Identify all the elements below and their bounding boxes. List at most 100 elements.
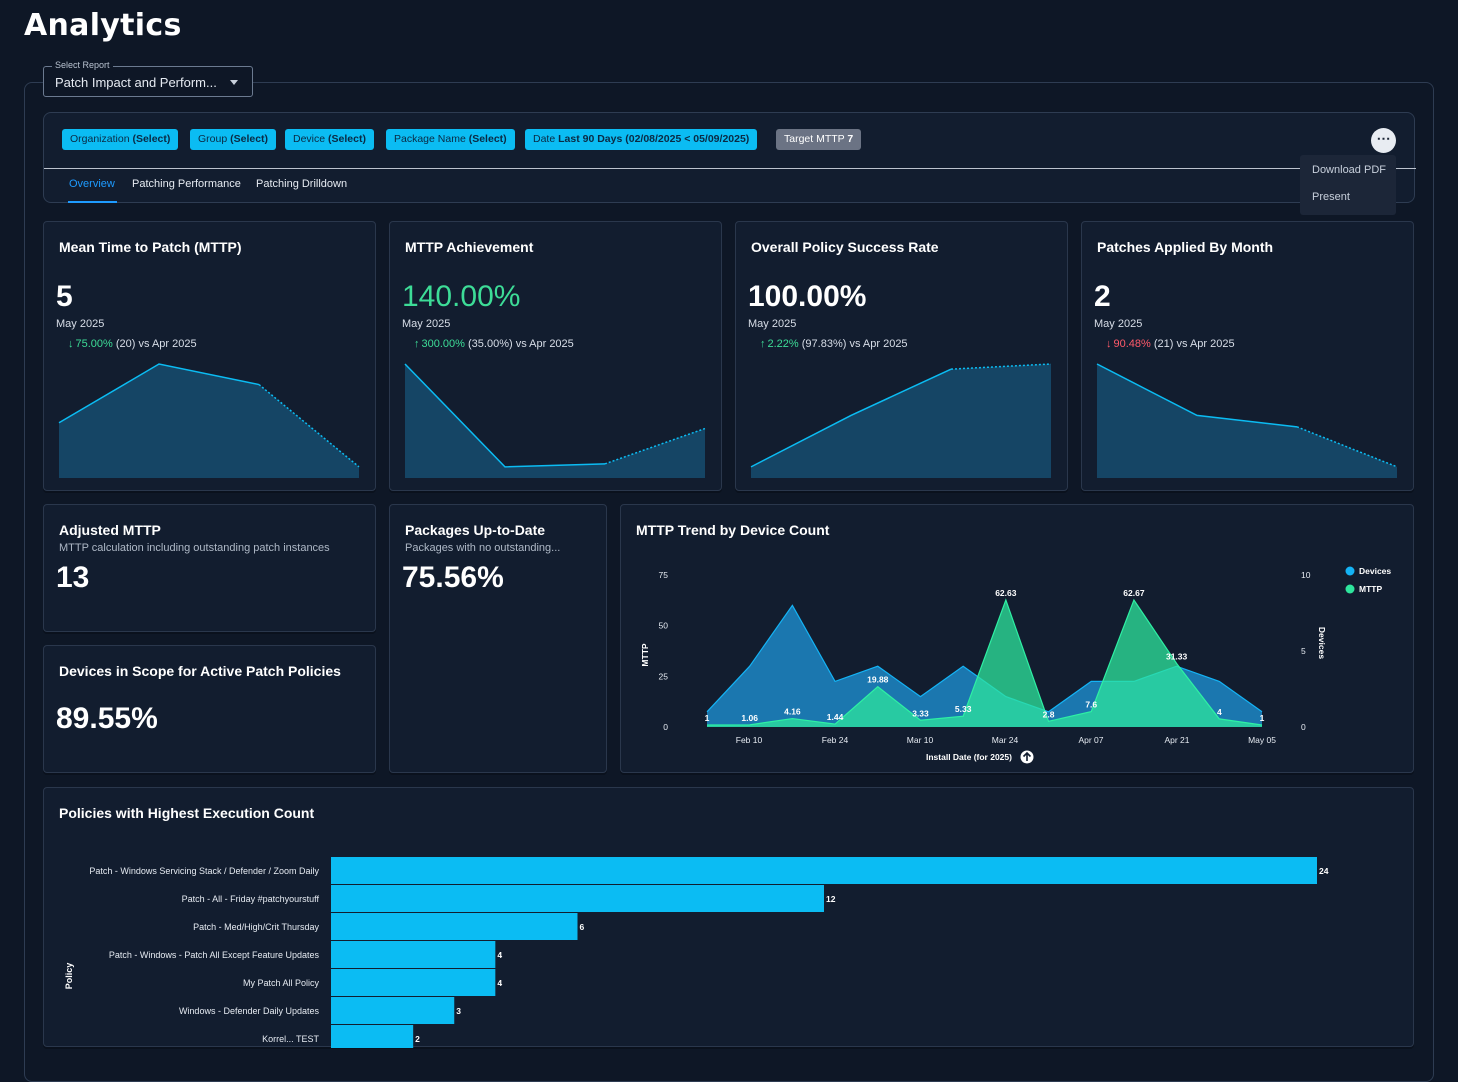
y-left-tick-label: 75 xyxy=(659,570,669,580)
kpi-period: May 2025 xyxy=(402,318,451,330)
policy-bar-value: 4 xyxy=(497,978,502,988)
kpi-delta-prev: (35.00%) vs Apr 2025 xyxy=(468,338,574,350)
kpi-card-patches-by-month: Patches Applied By Month 2 May 2025 ↓ 90.… xyxy=(1081,221,1414,491)
more-icon[interactable]: ⋯ xyxy=(1371,128,1396,153)
kpi-title: Mean Time to Patch (MTTP) xyxy=(59,239,242,255)
kpi-delta: ↓ 75.00% (20) vs Apr 2025 xyxy=(68,338,197,350)
sparkline-line xyxy=(404,363,606,468)
x-tick-label: Apr 07 xyxy=(1078,735,1103,745)
x-tick-label: Feb 24 xyxy=(822,735,849,745)
sparkline-area xyxy=(405,364,705,478)
sparkline-forecast-line xyxy=(1296,426,1398,468)
card-title: Policies with Highest Execution Count xyxy=(59,805,315,821)
mttp-line xyxy=(706,598,1263,726)
kpi-delta-prev: (20) vs Apr 2025 xyxy=(115,338,197,350)
card-title: MTTP Trend by Device Count xyxy=(636,522,830,538)
mttp-trend-chart: 1 1.06 4.16 1.44 19.88 3.33 5.33 62.63 2.8 7.6 62.… xyxy=(640,566,1391,764)
mttp-data-label: 4 xyxy=(1217,707,1222,717)
card-title: Devices in Scope for Active Patch Polici… xyxy=(59,663,341,679)
card-mttp-trend: MTTP Trend by Device Count 1 1.06 4.16 1.44… xyxy=(620,504,1414,773)
arrow-up-icon: ↑ xyxy=(414,338,420,350)
sparkline-line xyxy=(1096,363,1298,428)
y-right-tick-label: 0 xyxy=(1301,722,1306,732)
policy-bar xyxy=(331,857,1317,884)
card-value: 75.56% xyxy=(402,561,504,594)
tab-patching-drilldown[interactable]: Patching Drilldown xyxy=(256,178,348,190)
x-tick-label: Mar 24 xyxy=(992,735,1019,745)
kpi-delta-pct: 75.00% xyxy=(75,338,113,350)
menu-item-download-pdf[interactable]: Download PDF xyxy=(1312,164,1386,176)
kpi-delta: ↓ 90.48% (21) vs Apr 2025 xyxy=(1106,338,1235,350)
filter-chip-group[interactable]: Group (Select) xyxy=(190,129,277,150)
policy-category-label: Patch - Windows Servicing Stack / Defend… xyxy=(89,866,319,876)
tab-overview[interactable]: Overview xyxy=(69,178,115,190)
mttp-data-label: 62.67 xyxy=(1123,588,1145,598)
sparkline-forecast-line xyxy=(258,383,360,468)
kpi-title: MTTP Achievement xyxy=(405,239,534,255)
policy-bar-value: 24 xyxy=(1319,866,1329,876)
caret-down-icon xyxy=(230,80,238,85)
policy-bar xyxy=(331,1025,414,1048)
kpi-period: May 2025 xyxy=(748,318,797,330)
policy-category-label: Patch - All - Friday #patchyourstuff xyxy=(182,894,320,904)
kpi-period: May 2025 xyxy=(1094,318,1143,330)
x-tick-label: May 05 xyxy=(1248,735,1276,745)
y-left-axis-title: MTTP xyxy=(640,643,650,666)
card-adjusted-mttp: Adjusted MTTP MTTP calculation including… xyxy=(43,504,376,632)
card-subtitle: MTTP calculation including outstanding p… xyxy=(59,542,330,554)
card-title: Adjusted MTTP xyxy=(59,522,161,538)
tab-patching-performance[interactable]: Patching Performance xyxy=(132,178,241,190)
menu-item-present[interactable]: Present xyxy=(1312,191,1350,203)
mttp-data-label: 1.44 xyxy=(827,712,844,722)
filter-chip-date[interactable]: Date Last 90 Days (02/08/2025 < 05/09/20… xyxy=(525,129,758,150)
policy-category-label: Patch - Windows - Patch All Except Featu… xyxy=(109,950,320,960)
filter-chip-device[interactable]: Device (Select) xyxy=(285,129,374,150)
filter-chip-organization[interactable]: Organization (Select) xyxy=(62,129,179,150)
policy-bar xyxy=(331,885,824,912)
sparkline-line xyxy=(58,363,260,424)
mttp-data-label: 1 xyxy=(1260,713,1265,723)
kpi-delta-prev: (97.83%) vs Apr 2025 xyxy=(801,338,908,350)
kpi-delta: ↑ 300.00% (35.00%) vs Apr 2025 xyxy=(414,338,574,350)
mttp-data-label: 1 xyxy=(705,713,710,723)
y-right-axis-title: Devices xyxy=(1317,627,1327,659)
kpi-sparkline xyxy=(58,363,360,478)
card-packages-up-to-date: Packages Up-to-Date Packages with no out… xyxy=(389,504,607,773)
kpi-sparkline xyxy=(1096,363,1398,478)
y-left-tick-label: 25 xyxy=(659,671,669,681)
legend-marker xyxy=(1345,566,1355,576)
sparkline-forecast-line xyxy=(604,427,706,465)
filter-panel: Organization (Select) Group (Select) Dev… xyxy=(43,112,1416,203)
card-title: Packages Up-to-Date xyxy=(405,522,546,538)
card-value: 13 xyxy=(56,561,90,594)
sparkline-line xyxy=(750,368,952,468)
arrow-down-icon: ↓ xyxy=(68,338,74,350)
report-select[interactable]: Select Report Patch Impact and Perform..… xyxy=(43,60,253,97)
x-tick-label: Feb 10 xyxy=(736,735,763,745)
card-devices-in-scope: Devices in Scope for Active Patch Polici… xyxy=(43,645,376,773)
kpi-value: 140.00% xyxy=(402,280,521,313)
policy-bar-value: 3 xyxy=(456,1006,461,1016)
sparkline-area xyxy=(1097,364,1397,478)
y-right-tick-label: 10 xyxy=(1301,570,1311,580)
policy-bar xyxy=(331,969,496,996)
legend-label: Devices xyxy=(1359,566,1391,576)
kpi-delta-pct: 300.00% xyxy=(421,338,465,350)
filter-chip-package-name[interactable]: Package Name (Select) xyxy=(386,129,515,150)
filter-divider xyxy=(44,168,1416,169)
filter-chip-target-mttp[interactable]: Target MTTP 7 xyxy=(776,129,862,150)
active-tab-indicator xyxy=(68,201,117,203)
report-select-value: Patch Impact and Perform... xyxy=(55,75,217,90)
kpi-delta-prev: (21) vs Apr 2025 xyxy=(1153,338,1235,350)
mttp-data-label: 7.6 xyxy=(1085,700,1097,710)
kpi-title: Patches Applied By Month xyxy=(1097,239,1274,255)
kpi-delta-pct: 90.48% xyxy=(1113,338,1151,350)
more-menu: Download PDF Present xyxy=(1300,155,1396,215)
policy-bar xyxy=(331,997,455,1024)
policy-category-label: My Patch All Policy xyxy=(243,978,320,988)
policy-bar-value: 12 xyxy=(826,894,836,904)
kpi-title: Overall Policy Success Rate xyxy=(751,239,939,255)
legend-label: MTTP xyxy=(1359,584,1382,594)
kpi-delta-pct: 2.22% xyxy=(767,338,799,350)
kpi-value: 5 xyxy=(56,280,73,313)
